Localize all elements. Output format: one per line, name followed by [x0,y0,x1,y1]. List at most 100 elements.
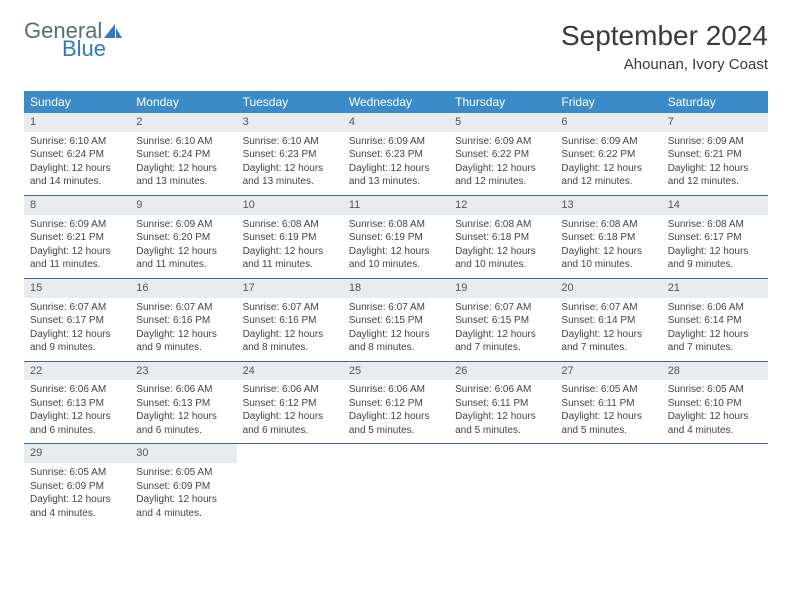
day-body: Sunrise: 6:06 AMSunset: 6:12 PMDaylight:… [237,380,343,443]
daylight-line-1: Daylight: 12 hours [668,328,762,342]
day-number: 10 [237,196,343,215]
day-cell: 28Sunrise: 6:05 AMSunset: 6:10 PMDayligh… [662,362,768,444]
day-cell [662,444,768,526]
sunset-line: Sunset: 6:10 PM [668,397,762,411]
sunset-line: Sunset: 6:16 PM [136,314,230,328]
day-cell [237,444,343,526]
daylight-line-2: and 12 minutes. [561,175,655,189]
day-body: Sunrise: 6:08 AMSunset: 6:17 PMDaylight:… [662,215,768,278]
sunrise-line: Sunrise: 6:08 AM [243,218,337,232]
day-number: 23 [130,362,236,381]
daylight-line-2: and 10 minutes. [455,258,549,272]
day-body: Sunrise: 6:07 AMSunset: 6:15 PMDaylight:… [343,298,449,361]
daylight-line-2: and 11 minutes. [136,258,230,272]
day-number: 1 [24,113,130,132]
sunrise-line: Sunrise: 6:06 AM [668,301,762,315]
daylight-line-1: Daylight: 12 hours [668,410,762,424]
day-cell: 9Sunrise: 6:09 AMSunset: 6:20 PMDaylight… [130,196,236,278]
day-number: 29 [24,444,130,463]
brand-text-blue: Blue [62,38,122,60]
sunset-line: Sunset: 6:21 PM [668,148,762,162]
day-cell: 19Sunrise: 6:07 AMSunset: 6:15 PMDayligh… [449,279,555,361]
day-body: Sunrise: 6:10 AMSunset: 6:24 PMDaylight:… [130,132,236,195]
daylight-line-1: Daylight: 12 hours [243,328,337,342]
daylight-line-2: and 9 minutes. [136,341,230,355]
day-cell: 5Sunrise: 6:09 AMSunset: 6:22 PMDaylight… [449,113,555,195]
day-cell [449,444,555,526]
daylight-line-2: and 13 minutes. [349,175,443,189]
day-body: Sunrise: 6:09 AMSunset: 6:22 PMDaylight:… [555,132,661,195]
day-cell: 21Sunrise: 6:06 AMSunset: 6:14 PMDayligh… [662,279,768,361]
week-row: 15Sunrise: 6:07 AMSunset: 6:17 PMDayligh… [24,279,768,362]
day-body: Sunrise: 6:05 AMSunset: 6:09 PMDaylight:… [130,463,236,526]
daylight-line-1: Daylight: 12 hours [455,245,549,259]
daylight-line-1: Daylight: 12 hours [349,410,443,424]
daylight-line-2: and 8 minutes. [349,341,443,355]
day-body: Sunrise: 6:07 AMSunset: 6:16 PMDaylight:… [237,298,343,361]
day-number: 21 [662,279,768,298]
sunset-line: Sunset: 6:14 PM [561,314,655,328]
day-body: Sunrise: 6:07 AMSunset: 6:17 PMDaylight:… [24,298,130,361]
daylight-line-1: Daylight: 12 hours [243,245,337,259]
daylight-line-2: and 5 minutes. [455,424,549,438]
day-cell: 10Sunrise: 6:08 AMSunset: 6:19 PMDayligh… [237,196,343,278]
day-number: 15 [24,279,130,298]
day-cell [555,444,661,526]
sunrise-line: Sunrise: 6:07 AM [561,301,655,315]
day-cell [343,444,449,526]
daylight-line-2: and 11 minutes. [30,258,124,272]
sunset-line: Sunset: 6:19 PM [349,231,443,245]
sunset-line: Sunset: 6:21 PM [30,231,124,245]
day-body: Sunrise: 6:09 AMSunset: 6:23 PMDaylight:… [343,132,449,195]
daylight-line-2: and 6 minutes. [243,424,337,438]
day-body: Sunrise: 6:06 AMSunset: 6:13 PMDaylight:… [24,380,130,443]
daylight-line-1: Daylight: 12 hours [30,245,124,259]
day-cell: 3Sunrise: 6:10 AMSunset: 6:23 PMDaylight… [237,113,343,195]
sunset-line: Sunset: 6:22 PM [561,148,655,162]
day-number: 25 [343,362,449,381]
day-cell: 30Sunrise: 6:05 AMSunset: 6:09 PMDayligh… [130,444,236,526]
day-cell: 8Sunrise: 6:09 AMSunset: 6:21 PMDaylight… [24,196,130,278]
daylight-line-2: and 6 minutes. [30,424,124,438]
daylight-line-1: Daylight: 12 hours [30,410,124,424]
sunrise-line: Sunrise: 6:06 AM [243,383,337,397]
sunrise-line: Sunrise: 6:06 AM [455,383,549,397]
sunrise-line: Sunrise: 6:06 AM [349,383,443,397]
day-body: Sunrise: 6:06 AMSunset: 6:14 PMDaylight:… [662,298,768,361]
sunrise-line: Sunrise: 6:08 AM [349,218,443,232]
day-cell: 4Sunrise: 6:09 AMSunset: 6:23 PMDaylight… [343,113,449,195]
sunrise-line: Sunrise: 6:05 AM [668,383,762,397]
daylight-line-1: Daylight: 12 hours [455,162,549,176]
daylight-line-1: Daylight: 12 hours [349,245,443,259]
daylight-line-2: and 12 minutes. [455,175,549,189]
daylight-line-2: and 10 minutes. [561,258,655,272]
day-body: Sunrise: 6:08 AMSunset: 6:19 PMDaylight:… [237,215,343,278]
sunset-line: Sunset: 6:20 PM [136,231,230,245]
sunrise-line: Sunrise: 6:10 AM [136,135,230,149]
daylight-line-2: and 9 minutes. [30,341,124,355]
sunset-line: Sunset: 6:18 PM [561,231,655,245]
daylight-line-2: and 11 minutes. [243,258,337,272]
weekday-header: Thursday [449,91,555,113]
day-number: 27 [555,362,661,381]
day-number: 11 [343,196,449,215]
sunset-line: Sunset: 6:09 PM [136,480,230,494]
week-row: 22Sunrise: 6:06 AMSunset: 6:13 PMDayligh… [24,362,768,445]
daylight-line-1: Daylight: 12 hours [561,245,655,259]
sunset-line: Sunset: 6:15 PM [455,314,549,328]
day-body: Sunrise: 6:09 AMSunset: 6:22 PMDaylight:… [449,132,555,195]
calendar: SundayMondayTuesdayWednesdayThursdayFrid… [24,91,768,526]
daylight-line-1: Daylight: 12 hours [561,328,655,342]
weekday-header: Monday [130,91,236,113]
daylight-line-2: and 4 minutes. [668,424,762,438]
day-cell: 6Sunrise: 6:09 AMSunset: 6:22 PMDaylight… [555,113,661,195]
sunrise-line: Sunrise: 6:06 AM [136,383,230,397]
day-number: 3 [237,113,343,132]
day-number: 26 [449,362,555,381]
daylight-line-1: Daylight: 12 hours [136,493,230,507]
daylight-line-1: Daylight: 12 hours [243,162,337,176]
sunrise-line: Sunrise: 6:05 AM [136,466,230,480]
day-number: 22 [24,362,130,381]
sunrise-line: Sunrise: 6:10 AM [30,135,124,149]
weekday-header: Tuesday [237,91,343,113]
